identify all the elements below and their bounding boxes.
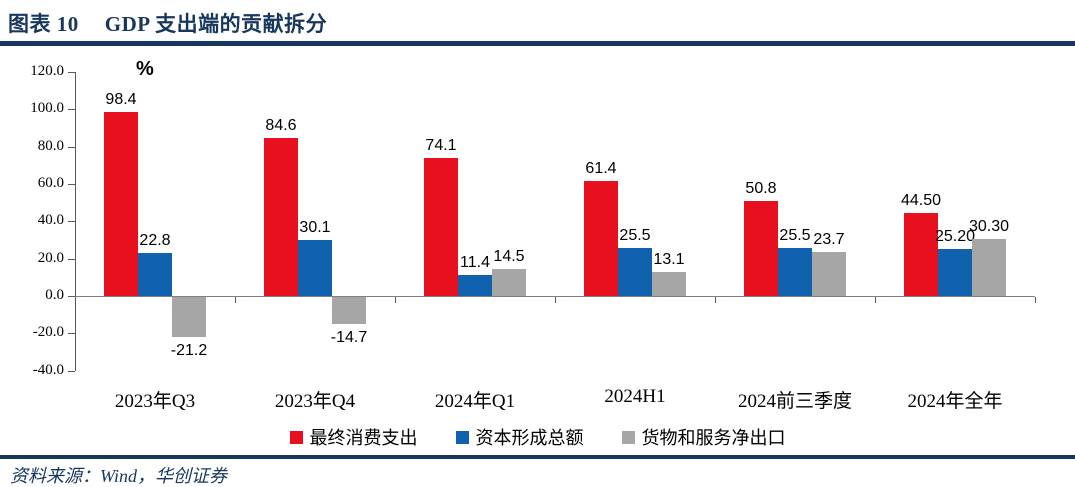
x-axis-tick-mark	[715, 297, 716, 303]
y-axis-tick-label: 100.0	[30, 100, 64, 117]
y-axis-tick-label: 40.0	[37, 212, 64, 229]
bar-value-label: 98.4	[105, 91, 137, 109]
y-axis-tick-mark	[68, 146, 75, 148]
bar-货物和服务净出口-2023年Q4	[332, 297, 366, 325]
bar-value-label: 30.30	[968, 218, 1010, 236]
chart-title: 图表 10 GDP 支出端的贡献拆分	[8, 8, 327, 38]
y-axis-tick-label: 20.0	[37, 249, 64, 266]
y-axis-tick-mark	[68, 333, 75, 335]
bar-资本形成总额-2023年Q4	[298, 239, 332, 296]
bar-资本形成总额-2023年Q3	[138, 253, 172, 296]
figure-title-text: GDP 支出端的贡献拆分	[104, 12, 328, 36]
bar-货物和服务净出口-2024前三季度	[812, 251, 846, 296]
bar-最终消费支出-2024前三季度	[744, 201, 778, 296]
bar-value-label: 11.4	[460, 253, 490, 271]
x-axis-tick-mark	[1035, 297, 1036, 303]
y-axis-tick-mark	[68, 370, 75, 372]
legend-label: 最终消费支出	[309, 428, 418, 448]
legend-label: 资本形成总额	[475, 428, 584, 448]
title-divider-rule	[0, 41, 1075, 46]
bar-资本形成总额-2024H1	[618, 248, 652, 296]
bar-value-label: 84.6	[265, 117, 297, 135]
y-axis-tick-mark	[68, 221, 75, 223]
x-axis-category-label: 2023年Q3	[114, 391, 196, 412]
x-axis-tick-mark	[395, 297, 396, 303]
y-axis-tick-label: -40.0	[32, 361, 64, 378]
y-axis-tick-label: 0.0	[45, 287, 64, 303]
bar-value-label: 30.1	[299, 218, 331, 236]
bar-最终消费支出-2023年Q4	[264, 138, 298, 296]
bar-货物和服务净出口-2023年Q3	[172, 297, 206, 337]
bar-value-label: -21.2	[170, 341, 208, 359]
legend-item-最终消费支出: 最终消费支出	[289, 424, 418, 450]
y-axis-tick-mark	[68, 296, 75, 297]
y-axis-tick-label: -20.0	[32, 324, 64, 341]
bar-value-label: 50.8	[745, 180, 777, 198]
x-axis-category-label: 2024H1	[604, 386, 666, 407]
legend-item-货物和服务净出口: 货物和服务净出口	[621, 424, 786, 450]
x-axis-category-label: 2024前三季度	[737, 391, 852, 412]
bar-value-label: -14.7	[330, 329, 368, 347]
legend-swatch-icon	[455, 430, 469, 444]
bar-资本形成总额-2024前三季度	[778, 248, 812, 296]
y-axis-tick-mark	[68, 258, 75, 260]
data-source-note: 资料来源：Wind，华创证券	[10, 466, 228, 486]
legend-swatch-icon	[289, 430, 303, 444]
legend-item-资本形成总额: 资本形成总额	[455, 424, 584, 450]
y-axis-tick-label: 120.0	[30, 63, 64, 79]
y-axis-tick-mark	[68, 184, 75, 185]
bar-value-label: 25.20	[934, 227, 976, 245]
bar-value-label: 13.1	[653, 250, 685, 268]
bar-value-label: 44.50	[900, 191, 942, 209]
y-axis-tick-label: 80.0	[37, 137, 64, 154]
bar-最终消费支出-2023年Q3	[104, 112, 138, 296]
bar-value-label: 25.5	[619, 227, 651, 245]
bar-value-label: 14.5	[493, 247, 525, 265]
x-axis-category-label: 2024年Q1	[434, 391, 516, 412]
bar-最终消费支出-2024年全年	[904, 212, 938, 296]
y-axis-line	[75, 72, 76, 371]
x-axis-line	[75, 296, 1035, 297]
y-axis-tick-mark	[68, 72, 75, 73]
bar-value-label: 23.7	[813, 230, 845, 248]
footer-divider-rule	[0, 455, 1075, 459]
chart-legend: 最终消费支出 资本形成总额 货物和服务净出口	[0, 424, 1075, 450]
x-axis-category-label: 2024年全年	[907, 391, 1003, 412]
legend-label: 货物和服务净出口	[641, 428, 786, 448]
bar-货物和服务净出口-2024年Q1	[492, 268, 526, 296]
figure-number-label: 图表 10	[8, 12, 79, 36]
bar-资本形成总额-2024年全年	[938, 248, 972, 296]
x-axis-tick-mark	[235, 297, 236, 303]
bar-资本形成总额-2024年Q1	[458, 274, 492, 296]
y-axis-unit-label: %	[136, 58, 154, 80]
x-axis-tick-mark	[555, 297, 556, 303]
x-axis-category-label: 2023年Q4	[274, 391, 356, 412]
bar-value-label: 25.5	[779, 227, 811, 245]
y-axis-tick-mark	[68, 109, 75, 111]
x-axis-tick-mark	[875, 297, 876, 303]
bar-最终消费支出-2024H1	[584, 181, 618, 296]
bar-最终消费支出-2024年Q1	[424, 157, 458, 296]
legend-swatch-icon	[621, 430, 635, 444]
bar-货物和服务净出口-2024年全年	[972, 239, 1006, 296]
bar-货物和服务净出口-2024H1	[652, 271, 686, 296]
bar-value-label: 61.4	[585, 160, 617, 178]
bar-value-label: 74.1	[425, 136, 457, 154]
y-axis-tick-label: 60.0	[37, 175, 64, 191]
bar-value-label: 22.8	[139, 232, 171, 250]
